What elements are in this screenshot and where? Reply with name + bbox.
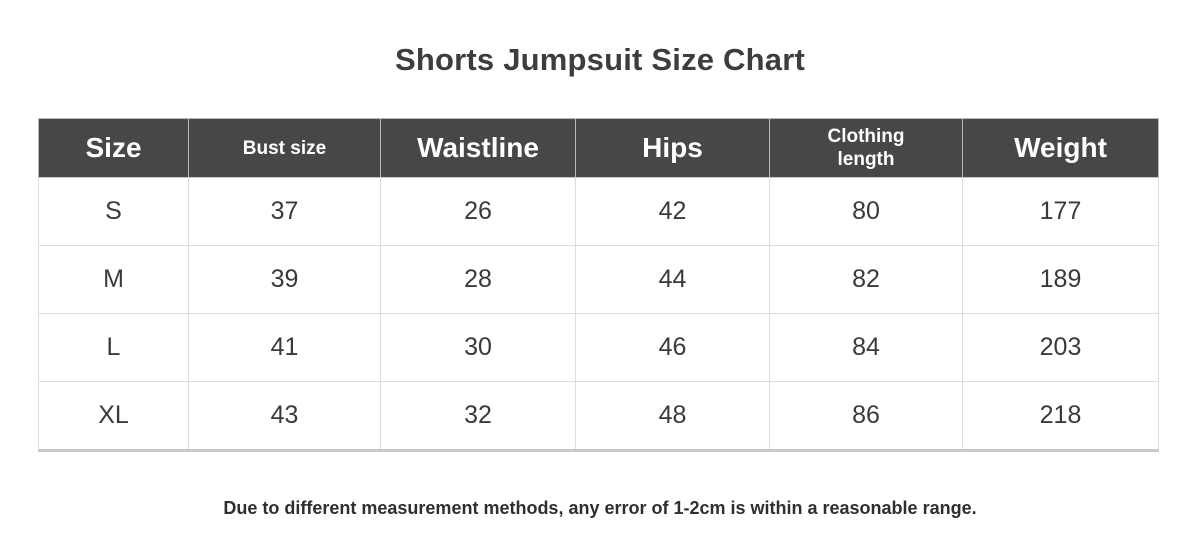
column-header-clothing-length: Clothing length [769, 118, 963, 178]
cell-waist: 30 [380, 313, 576, 382]
table-row: M 39 28 44 82 189 [38, 245, 1159, 314]
cell-weight: 189 [962, 245, 1159, 314]
cell-weight: 203 [962, 313, 1159, 382]
column-header-clothing-length-line2: length [837, 149, 895, 170]
table-row: L 41 30 46 84 203 [38, 313, 1159, 382]
column-header-bust-size-label: Bust size [242, 137, 327, 159]
column-header-hips: Hips [575, 118, 770, 178]
cell-bust: 41 [188, 313, 381, 382]
cell-weight: 177 [962, 177, 1159, 246]
page-title: Shorts Jumpsuit Size Chart [395, 42, 805, 77]
cell-waist: 32 [380, 381, 576, 451]
cell-waist: 26 [380, 177, 576, 246]
column-header-hips-label: Hips [642, 132, 703, 163]
table-row: XL 43 32 48 86 218 [38, 381, 1159, 451]
cell-hips: 42 [575, 177, 770, 246]
column-header-size: Size [38, 118, 189, 178]
cell-length: 80 [769, 177, 963, 246]
header-row: Size Bust size Waistline Hips Clothing l… [38, 118, 1159, 178]
cell-bust: 37 [188, 177, 381, 246]
cell-length: 82 [769, 245, 963, 314]
column-header-size-label: Size [85, 132, 142, 163]
column-header-weight-label: Weight [1014, 132, 1107, 163]
cell-hips: 48 [575, 381, 770, 451]
cell-hips: 46 [575, 313, 770, 382]
cell-size: XL [38, 381, 189, 451]
cell-size: M [38, 245, 189, 314]
table-body: S 37 26 42 80 177 M 39 28 44 82 189 L 41… [38, 177, 1159, 451]
cell-length: 84 [769, 313, 963, 382]
column-header-bust-size: Bust size [188, 118, 381, 178]
column-header-waistline: Waistline [380, 118, 576, 178]
cell-waist: 28 [380, 245, 576, 314]
size-chart-table: Size Bust size Waistline Hips Clothing l… [38, 118, 1159, 452]
cell-bust: 39 [188, 245, 381, 314]
cell-hips: 44 [575, 245, 770, 314]
table-row: S 37 26 42 80 177 [38, 177, 1159, 246]
column-header-clothing-length-line1: Clothing [827, 126, 905, 147]
cell-size: L [38, 313, 189, 382]
cell-weight: 218 [962, 381, 1159, 451]
column-header-waistline-label: Waistline [417, 132, 539, 163]
cell-length: 86 [769, 381, 963, 451]
table-header: Size Bust size Waistline Hips Clothing l… [38, 118, 1159, 178]
column-header-weight: Weight [962, 118, 1159, 178]
cell-size: S [38, 177, 189, 246]
measurement-disclaimer: Due to different measurement methods, an… [223, 498, 977, 518]
cell-bust: 43 [188, 381, 381, 451]
